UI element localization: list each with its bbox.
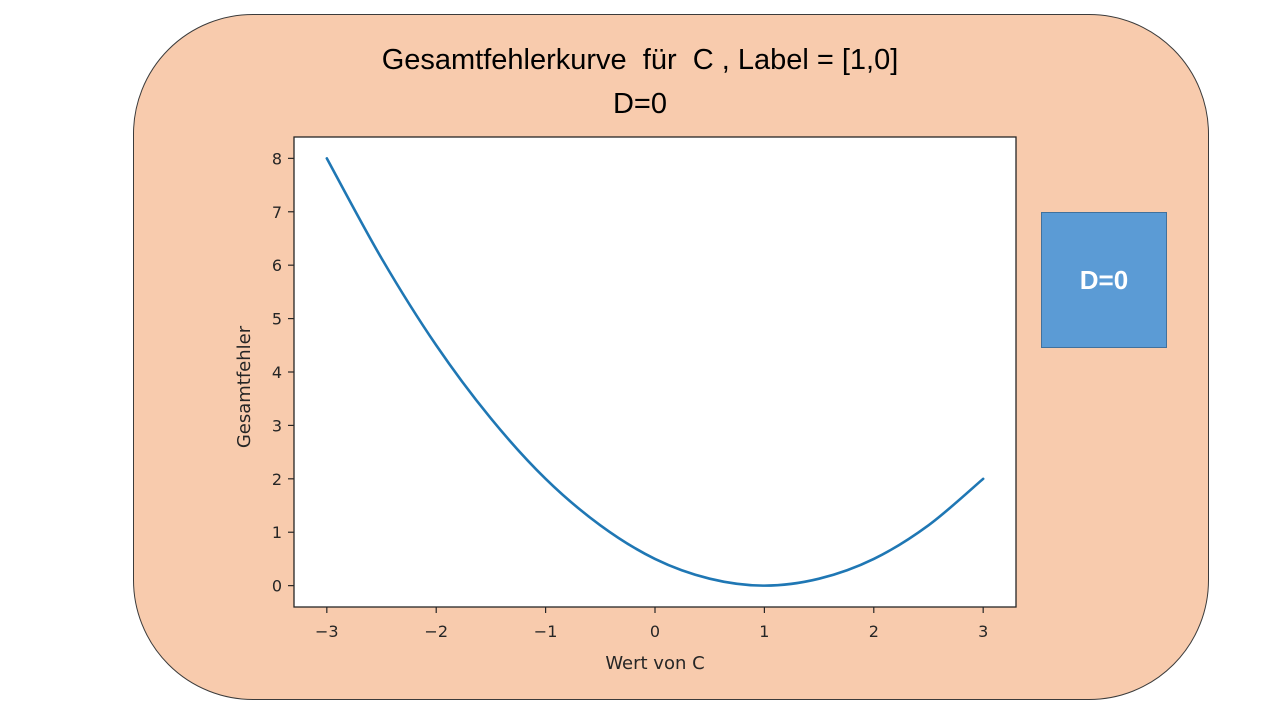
y-tick-label: 6 [272,256,282,275]
y-tick-label: 1 [272,523,282,542]
y-tick-label: 4 [272,363,282,382]
y-axis-label: Gesamtfehler [234,325,255,448]
y-tick-label: 2 [272,470,282,489]
d-value-badge-label: D=0 [1079,264,1129,295]
x-tick-label: −2 [424,622,448,641]
y-tick-label: 7 [272,203,282,222]
y-tick-label: 3 [272,416,282,435]
y-tick-label: 5 [272,310,282,329]
x-tick-label: −3 [315,622,339,641]
title-line-2: D=0 [612,88,667,120]
page-title: Gesamtfehlerkurve für C , Label = [1,0] … [133,38,1147,126]
x-tick-label: 0 [650,622,660,641]
title-line-1: Gesamtfehlerkurve für C , Label = [1,0] [381,44,899,76]
y-tick-label: 8 [272,149,282,168]
x-tick-label: 1 [759,622,769,641]
x-tick-label: 2 [869,622,879,641]
plot-area [294,137,1016,607]
d-value-badge: D=0 [1041,212,1167,348]
x-axis-label: Wert von C [605,653,704,674]
y-tick-label: 0 [272,577,282,596]
plot-frame [293,136,1017,608]
x-tick-label: −1 [534,622,558,641]
x-tick-label: 3 [978,622,988,641]
series-line [325,157,985,587]
